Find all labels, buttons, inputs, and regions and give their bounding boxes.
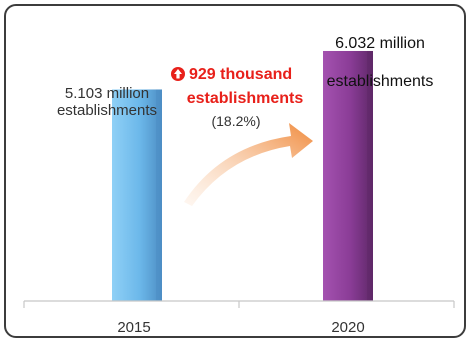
data-label-2020-line1: 6.032 million (335, 35, 425, 52)
change-percent: (18.2%) (211, 113, 260, 129)
data-label-2015-line2: establishments (57, 102, 157, 119)
bar-2015 (112, 89, 162, 301)
chart-frame: 2015 2020 5.103 million establishments 6… (4, 4, 466, 338)
change-amount-line1: 929 thousand (189, 66, 292, 83)
bar-2020 (323, 50, 373, 302)
x-tick-label-2020: 2020 (331, 319, 364, 336)
x-tick-label-2015: 2015 (117, 319, 150, 336)
bar-2020-edge (367, 50, 373, 302)
increase-indicator-icon (171, 67, 185, 81)
data-label-2020-line2: establishments (327, 73, 434, 90)
bar-chart: 2015 2020 5.103 million establishments 6… (23, 35, 455, 336)
increase-arrow (184, 123, 313, 206)
change-amount-line2: establishments (187, 90, 304, 107)
bar-2015-edge (156, 89, 162, 301)
data-label-2015-line1: 5.103 million (65, 85, 149, 102)
